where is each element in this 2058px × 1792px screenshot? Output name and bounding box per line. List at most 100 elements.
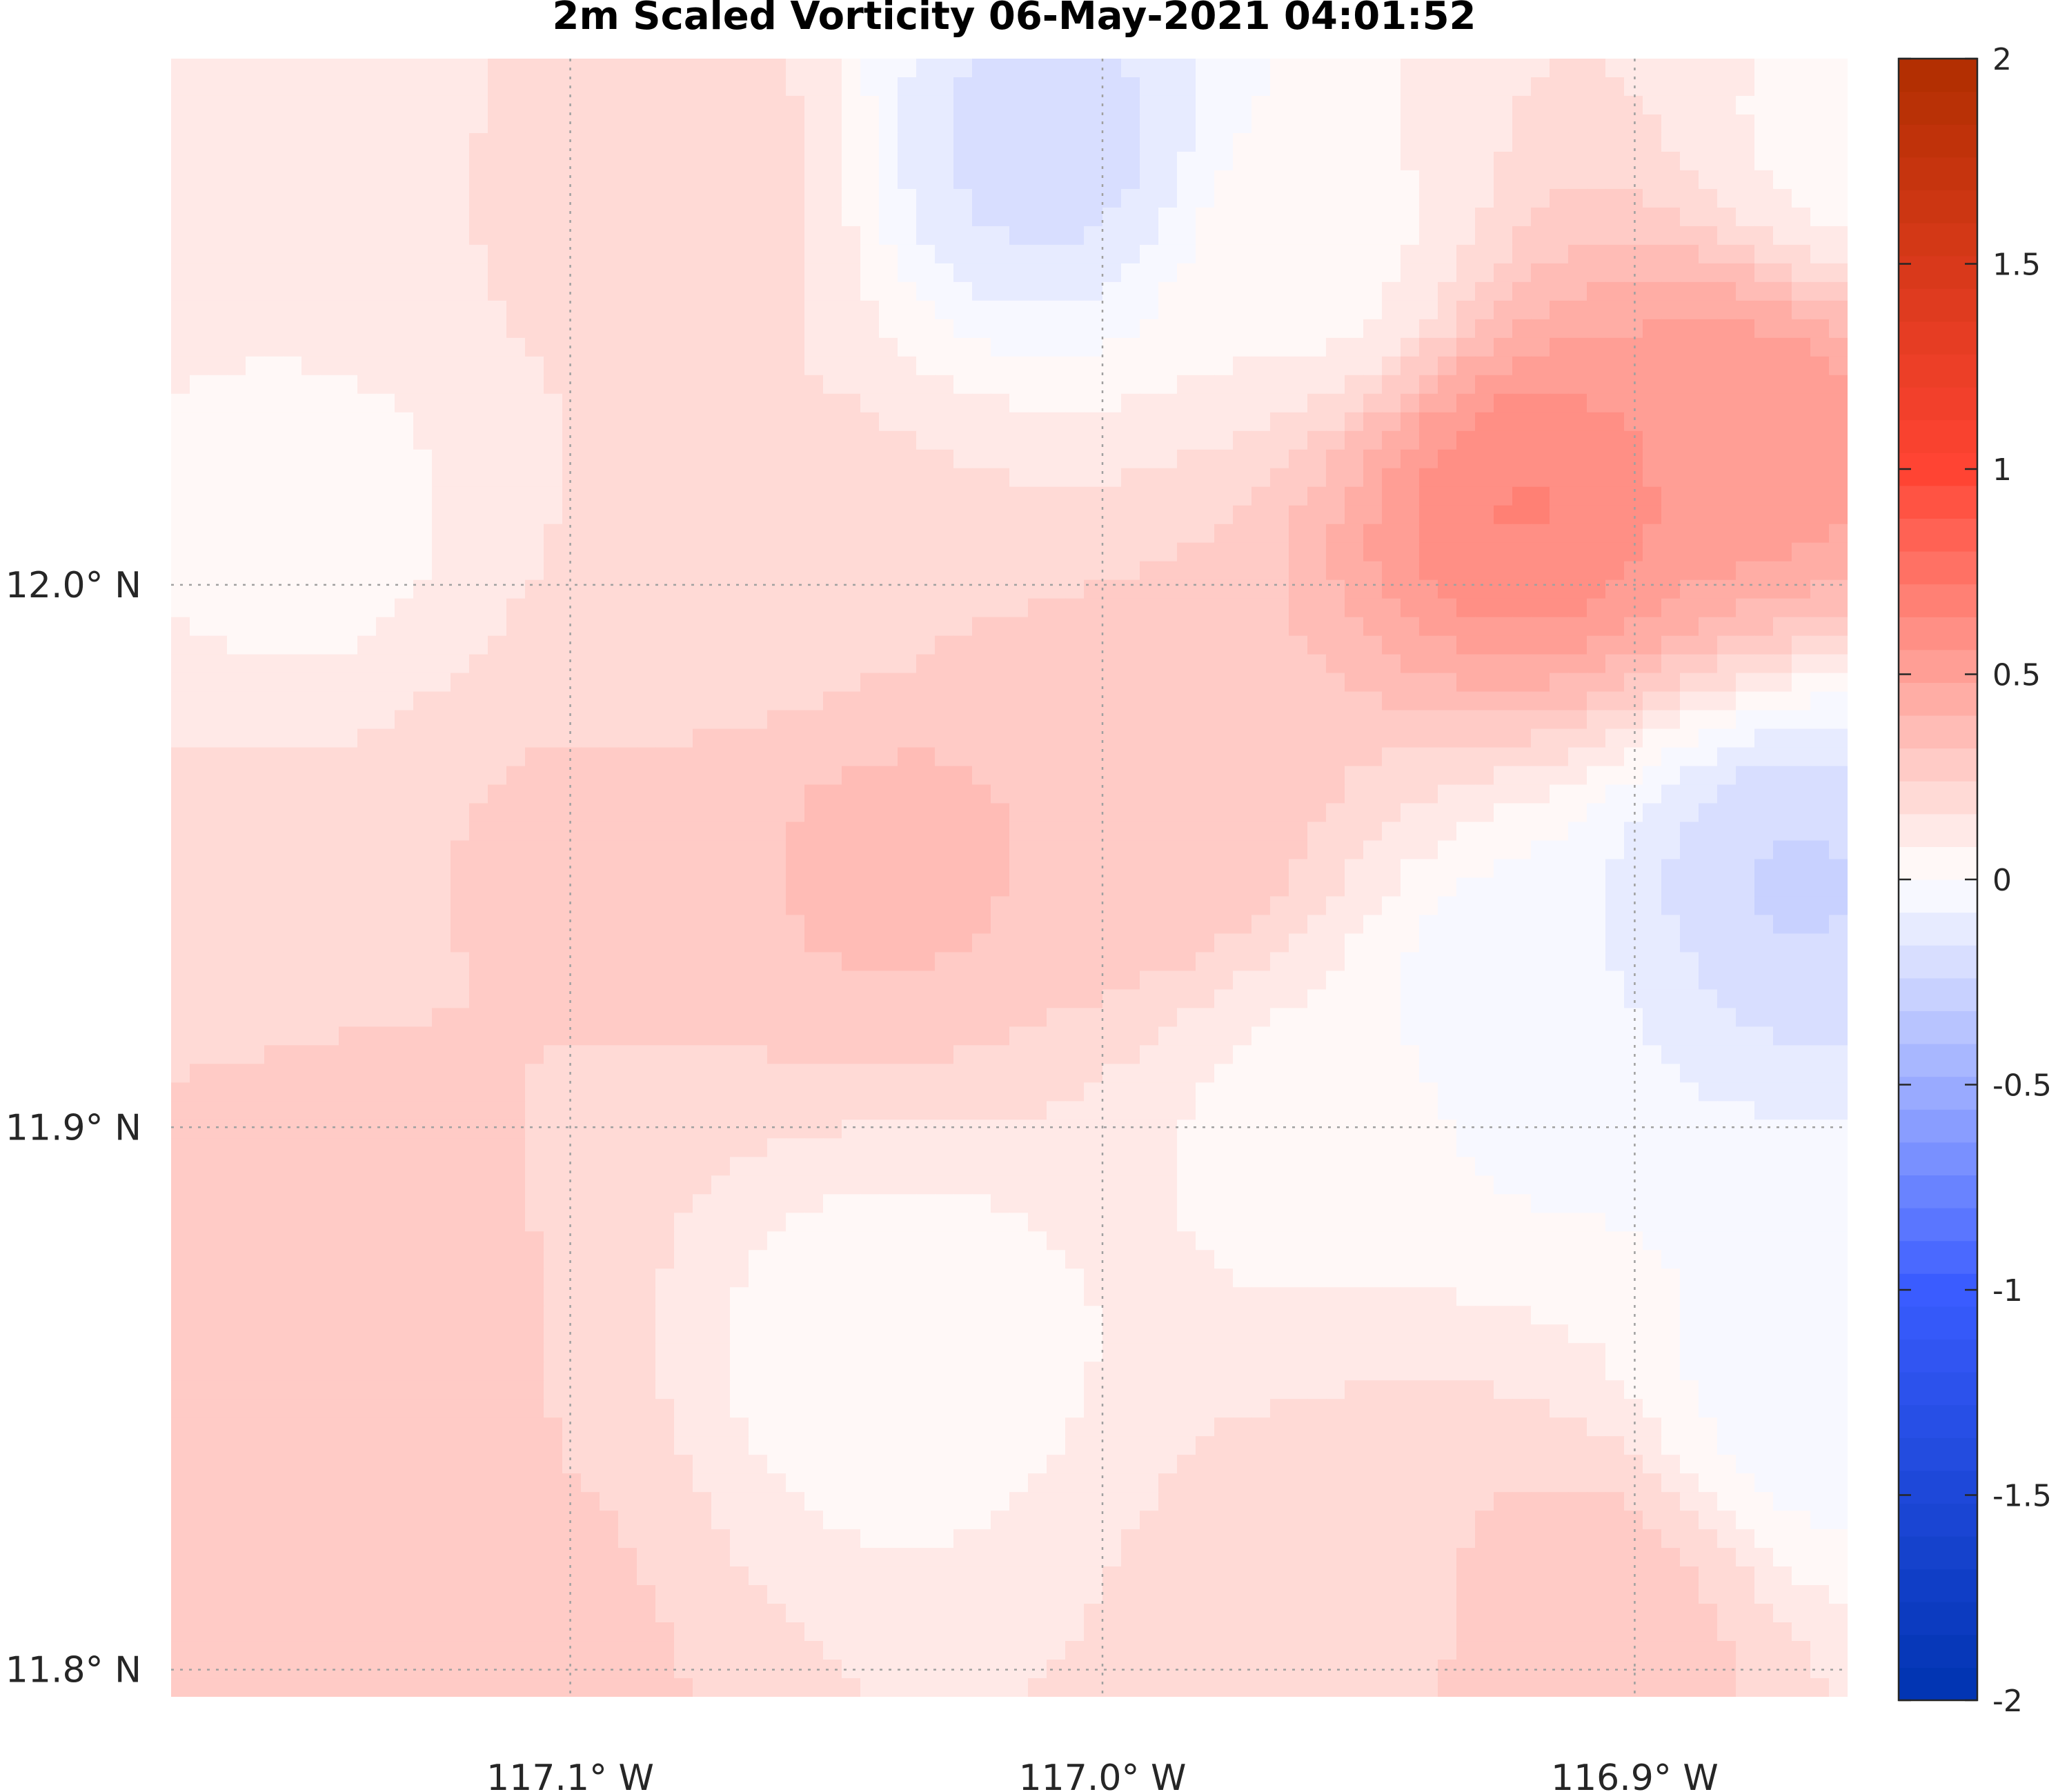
field-cell [655,486,675,506]
field-cell [1009,114,1029,134]
field-cell [1028,1064,1047,1084]
field-cell [190,1082,209,1102]
field-cell [1605,319,1625,339]
field-cell [655,244,675,264]
field-cell [600,207,619,227]
field-cell [190,114,209,134]
field-cell [618,226,637,246]
field-cell [804,1064,824,1084]
field-cell [264,933,284,953]
field-cell [301,970,321,990]
field-cell [171,915,190,935]
field-cell [1773,896,1792,916]
field-cell [1587,244,1606,264]
field-cell [674,1008,693,1028]
field-cell [1289,468,1308,488]
field-cell [1121,59,1140,78]
field-cell [1792,710,1811,730]
field-cell [693,1082,712,1102]
field-cell [1699,915,1718,935]
field-cell [1643,95,1662,115]
field-cell [711,747,731,767]
field-cell [1438,915,1457,935]
field-cell [786,896,805,916]
field-cell [1475,1026,1494,1046]
field-cell [916,188,936,208]
field-cell [1289,877,1308,897]
field-cell [1475,673,1494,693]
field-cell [804,449,824,469]
field-cell [637,300,656,320]
field-cell [525,1045,544,1065]
field-cell [1009,170,1029,190]
field-cell [1028,170,1047,190]
field-cell [432,617,451,637]
field-cell [1345,747,1364,767]
field-cell [339,281,358,301]
field-cell [1550,524,1569,544]
field-cell [562,356,582,376]
field-cell [320,393,339,413]
field-cell [879,151,898,171]
field-cell [506,244,526,264]
field-cell [1047,803,1066,823]
field-cell [562,561,582,581]
field-cell [1419,393,1438,413]
field-cell [991,1026,1010,1046]
field-cell [1736,430,1755,450]
field-cell [488,859,507,879]
field-cell [1605,859,1625,879]
field-cell [1214,468,1234,488]
field-cell [413,654,433,674]
field-cell [1326,412,1345,432]
field-cell [1251,1045,1271,1065]
field-cell [898,59,917,78]
field-cell [246,170,265,190]
field-cell [1438,840,1457,860]
field-cell [171,468,190,488]
field-cell [916,728,936,748]
field-cell [1028,1045,1047,1065]
field-cell [1084,803,1103,823]
field-cell [413,877,433,897]
field-cell [1717,840,1737,860]
field-cell [506,356,526,376]
field-cell [190,840,209,860]
field-cell [190,710,209,730]
field-cell [283,803,302,823]
field-cell [618,1064,637,1084]
field-cell [395,896,414,916]
field-cell [1307,933,1327,953]
field-cell [1196,915,1215,935]
field-cell [208,1045,228,1065]
field-cell [1531,803,1550,823]
field-cell [637,840,656,860]
field-cell [711,673,731,693]
field-cell [804,337,824,357]
field-cell [320,542,339,562]
field-cell [655,896,675,916]
field-cell [1550,281,1569,301]
field-cell [1475,691,1494,711]
field-cell [935,207,954,227]
field-cell [190,654,209,674]
field-cell [1680,673,1699,693]
field-cell [1829,281,1848,301]
field-cell [432,822,451,842]
field-cell [1792,170,1811,190]
field-cell [469,132,488,152]
field-cell [1661,114,1681,134]
field-cell [655,449,675,469]
field-cell [1512,77,1532,97]
field-cell [749,151,768,171]
field-cell [190,970,209,990]
field-cell [1494,877,1513,897]
field-cell [506,59,526,78]
field-cell [1363,654,1383,674]
field-cell [469,728,488,748]
field-cell [823,747,842,767]
field-cell [488,989,507,1009]
field-cell [451,598,470,618]
field-cell [1102,226,1122,246]
field-cell [339,728,358,748]
